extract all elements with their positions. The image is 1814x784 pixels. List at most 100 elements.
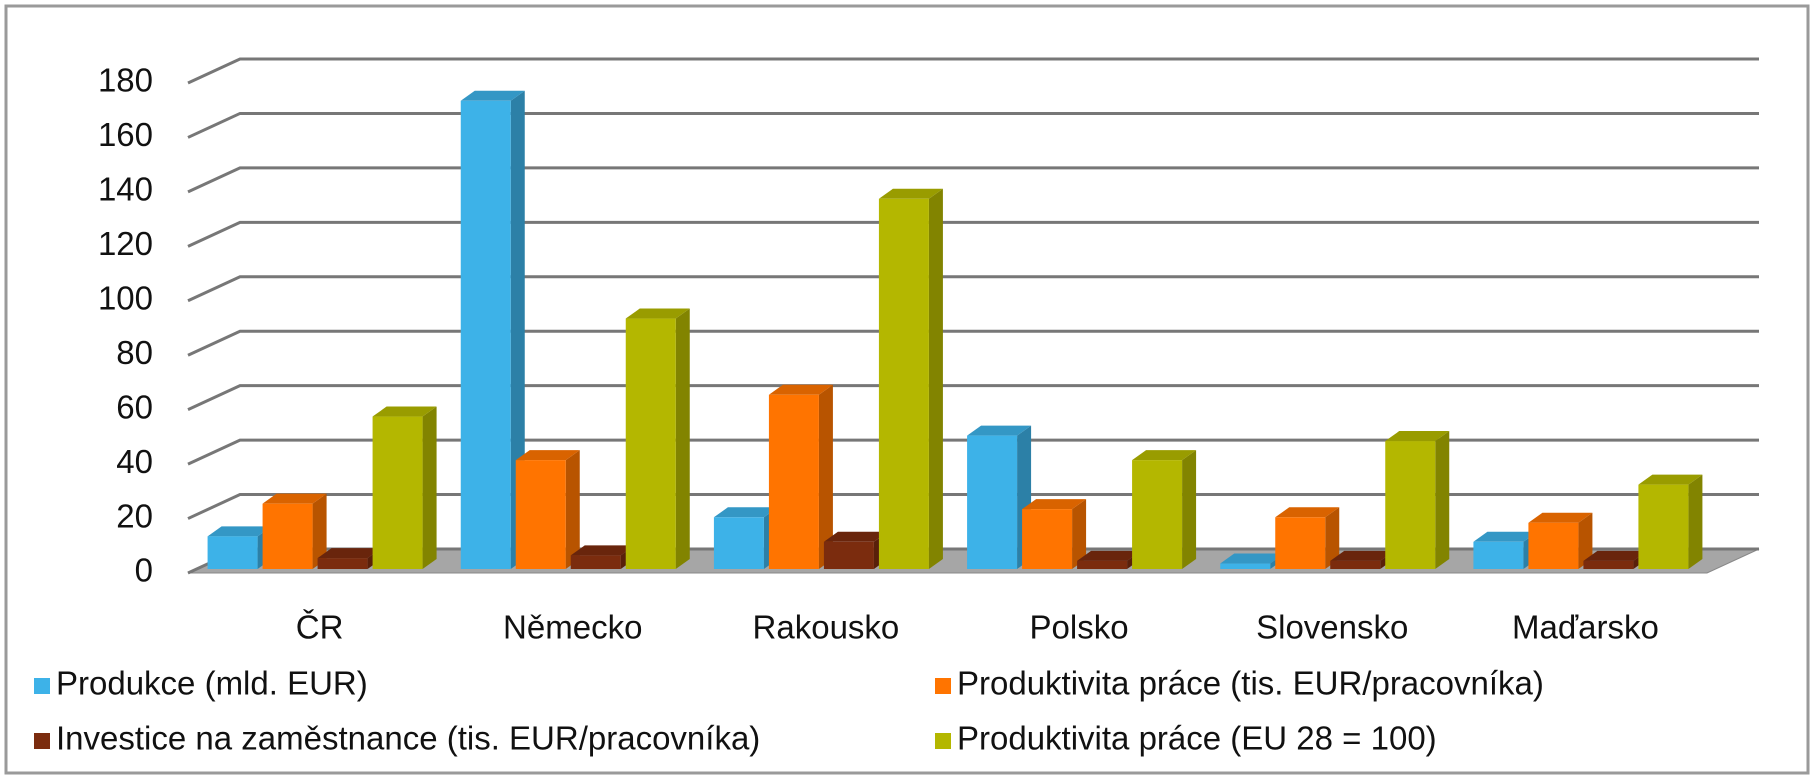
bar bbox=[515, 450, 580, 569]
bar-front bbox=[1385, 441, 1436, 569]
legend-label: Produktivita práce (EU 28 = 100) bbox=[957, 720, 1437, 757]
bar-side bbox=[1578, 512, 1593, 569]
grid-line bbox=[187, 384, 1759, 412]
bar bbox=[262, 493, 327, 569]
bar bbox=[1385, 431, 1450, 569]
bar-front bbox=[1583, 560, 1634, 569]
bar bbox=[878, 188, 943, 569]
bar-side bbox=[675, 308, 690, 569]
bar-side bbox=[928, 188, 943, 569]
bar-side bbox=[1325, 507, 1340, 569]
bar bbox=[768, 384, 833, 569]
bar-top bbox=[515, 450, 580, 461]
bar-front bbox=[1528, 522, 1579, 569]
bar-top bbox=[1022, 499, 1087, 510]
legend-swatch bbox=[935, 733, 951, 749]
legend-label: Investice na zaměstnance (tis. EUR/praco… bbox=[56, 720, 760, 757]
bar-front bbox=[515, 460, 566, 569]
y-tick-label: 40 bbox=[116, 443, 153, 480]
y-tick-label: 0 bbox=[135, 552, 153, 589]
bar-top bbox=[460, 90, 525, 101]
grid-line bbox=[187, 166, 1759, 194]
y-tick-label: 120 bbox=[98, 225, 153, 262]
grid-line bbox=[187, 57, 1759, 85]
bar bbox=[570, 545, 635, 569]
bar-side bbox=[1688, 474, 1703, 569]
bar-top bbox=[713, 507, 778, 518]
bar-front bbox=[207, 536, 258, 569]
bar-top bbox=[625, 308, 690, 319]
y-tick-label: 20 bbox=[116, 497, 153, 534]
bar-front bbox=[570, 555, 621, 569]
bar-front bbox=[1330, 560, 1381, 569]
bar-top bbox=[967, 425, 1032, 436]
bar bbox=[1638, 474, 1703, 569]
bar-front bbox=[1220, 563, 1271, 569]
bar-side bbox=[565, 450, 580, 569]
bar-front bbox=[713, 517, 764, 569]
grid-line bbox=[187, 438, 1759, 466]
x-tick-label: Slovensko bbox=[1256, 609, 1408, 646]
bar-top bbox=[768, 384, 833, 395]
grid-line bbox=[187, 220, 1759, 248]
bar-front bbox=[262, 503, 313, 569]
bar bbox=[207, 526, 272, 569]
bar-front bbox=[625, 318, 676, 569]
x-tick-label: ČR bbox=[296, 609, 344, 646]
x-tick-label: Rakousko bbox=[753, 609, 900, 646]
y-tick-label: 160 bbox=[98, 116, 153, 153]
bar-front bbox=[1473, 541, 1524, 569]
y-tick-label: 180 bbox=[98, 62, 153, 99]
bar-top bbox=[1528, 512, 1593, 523]
grid-line bbox=[187, 493, 1759, 520]
bar-side bbox=[818, 384, 833, 569]
bar-top bbox=[823, 531, 888, 542]
bar-top bbox=[1330, 550, 1395, 561]
bar bbox=[1528, 512, 1593, 569]
bar-top bbox=[1385, 431, 1450, 442]
grid-line bbox=[187, 111, 1759, 139]
bar-front bbox=[1022, 509, 1073, 569]
bar-side bbox=[422, 406, 437, 569]
bar-top bbox=[372, 406, 437, 417]
bar-top bbox=[1473, 531, 1538, 542]
x-tick-label: Polsko bbox=[1030, 609, 1129, 646]
bar-front bbox=[1275, 517, 1326, 569]
bar-top bbox=[317, 548, 382, 559]
bar bbox=[372, 406, 437, 569]
legend-swatch bbox=[935, 678, 951, 694]
bar-top bbox=[1275, 507, 1340, 518]
bar-side bbox=[312, 493, 327, 569]
bar-front bbox=[967, 435, 1018, 569]
x-tick-label: Německo bbox=[503, 609, 642, 646]
bar-top bbox=[207, 526, 272, 537]
legend-swatch bbox=[34, 733, 50, 749]
bar-top bbox=[570, 545, 635, 556]
bar-top bbox=[262, 493, 327, 504]
grid-line bbox=[187, 329, 1759, 357]
bar-side bbox=[1072, 499, 1087, 569]
bar-front bbox=[878, 198, 929, 569]
y-tick-label: 60 bbox=[116, 388, 153, 425]
bar bbox=[1473, 531, 1538, 569]
bar-side bbox=[1435, 431, 1450, 569]
bar-front bbox=[1132, 460, 1183, 569]
bar-front bbox=[1638, 484, 1689, 569]
bar-front bbox=[372, 416, 423, 569]
bar bbox=[1022, 499, 1087, 569]
grid-line bbox=[187, 275, 1759, 303]
bar-top bbox=[1220, 553, 1285, 564]
bar-front bbox=[317, 558, 368, 569]
bar-top bbox=[1132, 450, 1197, 461]
bar bbox=[713, 507, 778, 569]
bar-top bbox=[1583, 550, 1648, 561]
y-tick-label: 100 bbox=[98, 279, 153, 316]
bar-front bbox=[768, 394, 819, 569]
bar-top bbox=[1638, 474, 1703, 485]
bar-side bbox=[1182, 450, 1197, 569]
bar-top bbox=[1077, 550, 1142, 561]
legend-swatch bbox=[34, 678, 50, 694]
bar bbox=[823, 531, 888, 569]
y-tick-label: 80 bbox=[116, 334, 153, 371]
